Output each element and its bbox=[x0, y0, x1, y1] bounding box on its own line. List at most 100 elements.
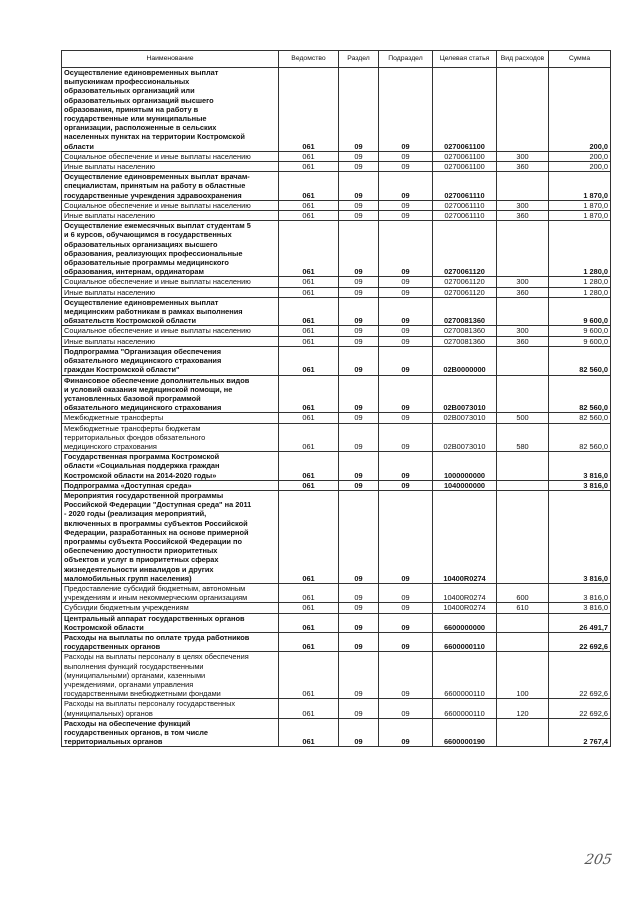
cell-sum: 1 870,0 bbox=[548, 171, 611, 201]
table-row: Финансовое обеспечение дополнительных ви… bbox=[61, 374, 611, 414]
cell-kind: 580 bbox=[496, 422, 549, 453]
cell-kind: 300 bbox=[496, 276, 549, 288]
cell-subsection: 09 bbox=[378, 325, 433, 337]
cell-section: 09 bbox=[338, 210, 379, 222]
table-row: Центральный аппарат государственных орга… bbox=[61, 612, 611, 633]
cell-dept: 061 bbox=[278, 612, 339, 633]
cell-sum: 3 816,0 bbox=[548, 602, 611, 614]
cell-subsection: 09 bbox=[378, 296, 433, 327]
cell-sum: 3 816,0 bbox=[548, 451, 611, 481]
cell-kind: 300 bbox=[496, 199, 549, 212]
cell-section: 09 bbox=[338, 325, 379, 337]
cell-section: 09 bbox=[338, 412, 379, 424]
cell-kind: 120 bbox=[496, 698, 549, 719]
cell-sum: 2 767,4 bbox=[548, 717, 611, 748]
cell-name: Предоставление субсидий бюджетным, автон… bbox=[61, 582, 279, 604]
cell-dept: 061 bbox=[278, 286, 339, 298]
cell-sum: 1 280,0 bbox=[548, 220, 611, 278]
table-row: Подпрограмма "Организация обеспечения об… bbox=[61, 345, 611, 376]
cell-subsection: 09 bbox=[378, 199, 433, 212]
cell-target: 0270061100 bbox=[432, 161, 497, 173]
cell-kind bbox=[496, 612, 549, 633]
cell-dept: 061 bbox=[278, 479, 339, 491]
cell-section: 09 bbox=[338, 296, 379, 327]
cell-name: Расходы на выплаты персоналу в целях обе… bbox=[61, 651, 279, 700]
cell-name: Расходы на выплаты по оплате труда работ… bbox=[61, 631, 279, 653]
cell-target: 0270081360 bbox=[432, 335, 497, 347]
cell-name: Субсидии бюджетным учреждениям bbox=[61, 602, 279, 614]
budget-table: Наименование Ведомство Раздел Подраздел … bbox=[61, 50, 611, 748]
cell-section: 09 bbox=[338, 602, 379, 614]
cell-kind bbox=[496, 220, 549, 278]
cell-subsection: 09 bbox=[378, 489, 433, 584]
cell-kind: 300 bbox=[496, 150, 549, 163]
table-header: Наименование Ведомство Раздел Подраздел … bbox=[61, 50, 611, 68]
header-dept: Ведомство bbox=[278, 50, 339, 68]
table-row: Иные выплаты населению 061 09 09 0270081360 3… bbox=[61, 335, 611, 347]
cell-name: Иные выплаты населению bbox=[61, 335, 279, 347]
table-row: Государственная программа Костромской об… bbox=[61, 451, 611, 481]
cell-dept: 061 bbox=[278, 698, 339, 719]
cell-name: Мероприятия государственной программы Ро… bbox=[61, 489, 279, 584]
cell-target: 0270061110 bbox=[432, 199, 497, 212]
cell-target: 0270061120 bbox=[432, 276, 497, 288]
table-row: Социальное обеспечение и иные выплаты на… bbox=[61, 150, 611, 163]
cell-sum: 82 560,0 bbox=[548, 345, 611, 376]
cell-subsection: 09 bbox=[378, 335, 433, 347]
cell-dept: 061 bbox=[278, 150, 339, 163]
cell-target: 0270081360 bbox=[432, 296, 497, 327]
cell-kind bbox=[496, 479, 549, 491]
table-row: Социальное обеспечение и иные выплаты на… bbox=[61, 325, 611, 337]
table-row: Субсидии бюджетным учреждениям 061 09 09 104… bbox=[61, 602, 611, 614]
cell-sum: 3 816,0 bbox=[548, 489, 611, 584]
table-row: Расходы на выплаты персоналу государстве… bbox=[61, 698, 611, 719]
table-row: Расходы на выплаты персоналу в целях обе… bbox=[61, 651, 611, 700]
cell-dept: 061 bbox=[278, 276, 339, 288]
cell-subsection: 09 bbox=[378, 171, 433, 201]
cell-name: Социальное обеспечение и иные выплаты на… bbox=[61, 276, 279, 288]
cell-name: Осуществление единовременных выплат меди… bbox=[61, 296, 279, 327]
cell-sum: 200,0 bbox=[548, 67, 611, 152]
cell-target: 02В0000000 bbox=[432, 345, 497, 376]
cell-name: Иные выплаты населению bbox=[61, 210, 279, 222]
cell-subsection: 09 bbox=[378, 602, 433, 614]
cell-dept: 061 bbox=[278, 489, 339, 584]
table-row: Межбюджетные трансферты бюджетам террито… bbox=[61, 422, 611, 453]
table-row: Осуществление единовременных выплат выпу… bbox=[61, 67, 611, 152]
cell-name: Социальное обеспечение и иные выплаты на… bbox=[61, 150, 279, 163]
cell-kind bbox=[496, 67, 549, 152]
cell-section: 09 bbox=[338, 286, 379, 298]
cell-kind bbox=[496, 374, 549, 414]
cell-section: 09 bbox=[338, 717, 379, 748]
cell-name: Подпрограмма «Доступная среда» bbox=[61, 479, 279, 491]
cell-target: 02В0073010 bbox=[432, 374, 497, 414]
cell-name: Центральный аппарат государственных орга… bbox=[61, 612, 279, 633]
cell-kind bbox=[496, 296, 549, 327]
cell-target: 0270061120 bbox=[432, 286, 497, 298]
cell-dept: 061 bbox=[278, 631, 339, 653]
cell-section: 09 bbox=[338, 631, 379, 653]
cell-kind: 610 bbox=[496, 602, 549, 614]
cell-kind: 360 bbox=[496, 335, 549, 347]
cell-kind bbox=[496, 345, 549, 376]
cell-name: Межбюджетные трансферты bbox=[61, 412, 279, 424]
cell-dept: 061 bbox=[278, 451, 339, 481]
cell-section: 09 bbox=[338, 651, 379, 700]
cell-sum: 200,0 bbox=[548, 161, 611, 173]
header-target: Целевая статья bbox=[432, 50, 497, 68]
cell-sum: 1 280,0 bbox=[548, 276, 611, 288]
cell-subsection: 09 bbox=[378, 150, 433, 163]
cell-subsection: 09 bbox=[378, 412, 433, 424]
cell-section: 09 bbox=[338, 67, 379, 152]
cell-subsection: 09 bbox=[378, 286, 433, 298]
cell-target: 0270081360 bbox=[432, 325, 497, 337]
table-row: Социальное обеспечение и иные выплаты на… bbox=[61, 276, 611, 288]
cell-sum: 22 692,6 bbox=[548, 631, 611, 653]
cell-sum: 26 491,7 bbox=[548, 612, 611, 633]
cell-subsection: 09 bbox=[378, 479, 433, 491]
table-row: Иные выплаты населению 061 09 09 0270061110 3… bbox=[61, 210, 611, 222]
cell-section: 09 bbox=[338, 374, 379, 414]
cell-name: Осуществление единовременных выплат выпу… bbox=[61, 67, 279, 152]
cell-target: 6600000110 bbox=[432, 651, 497, 700]
cell-subsection: 09 bbox=[378, 651, 433, 700]
